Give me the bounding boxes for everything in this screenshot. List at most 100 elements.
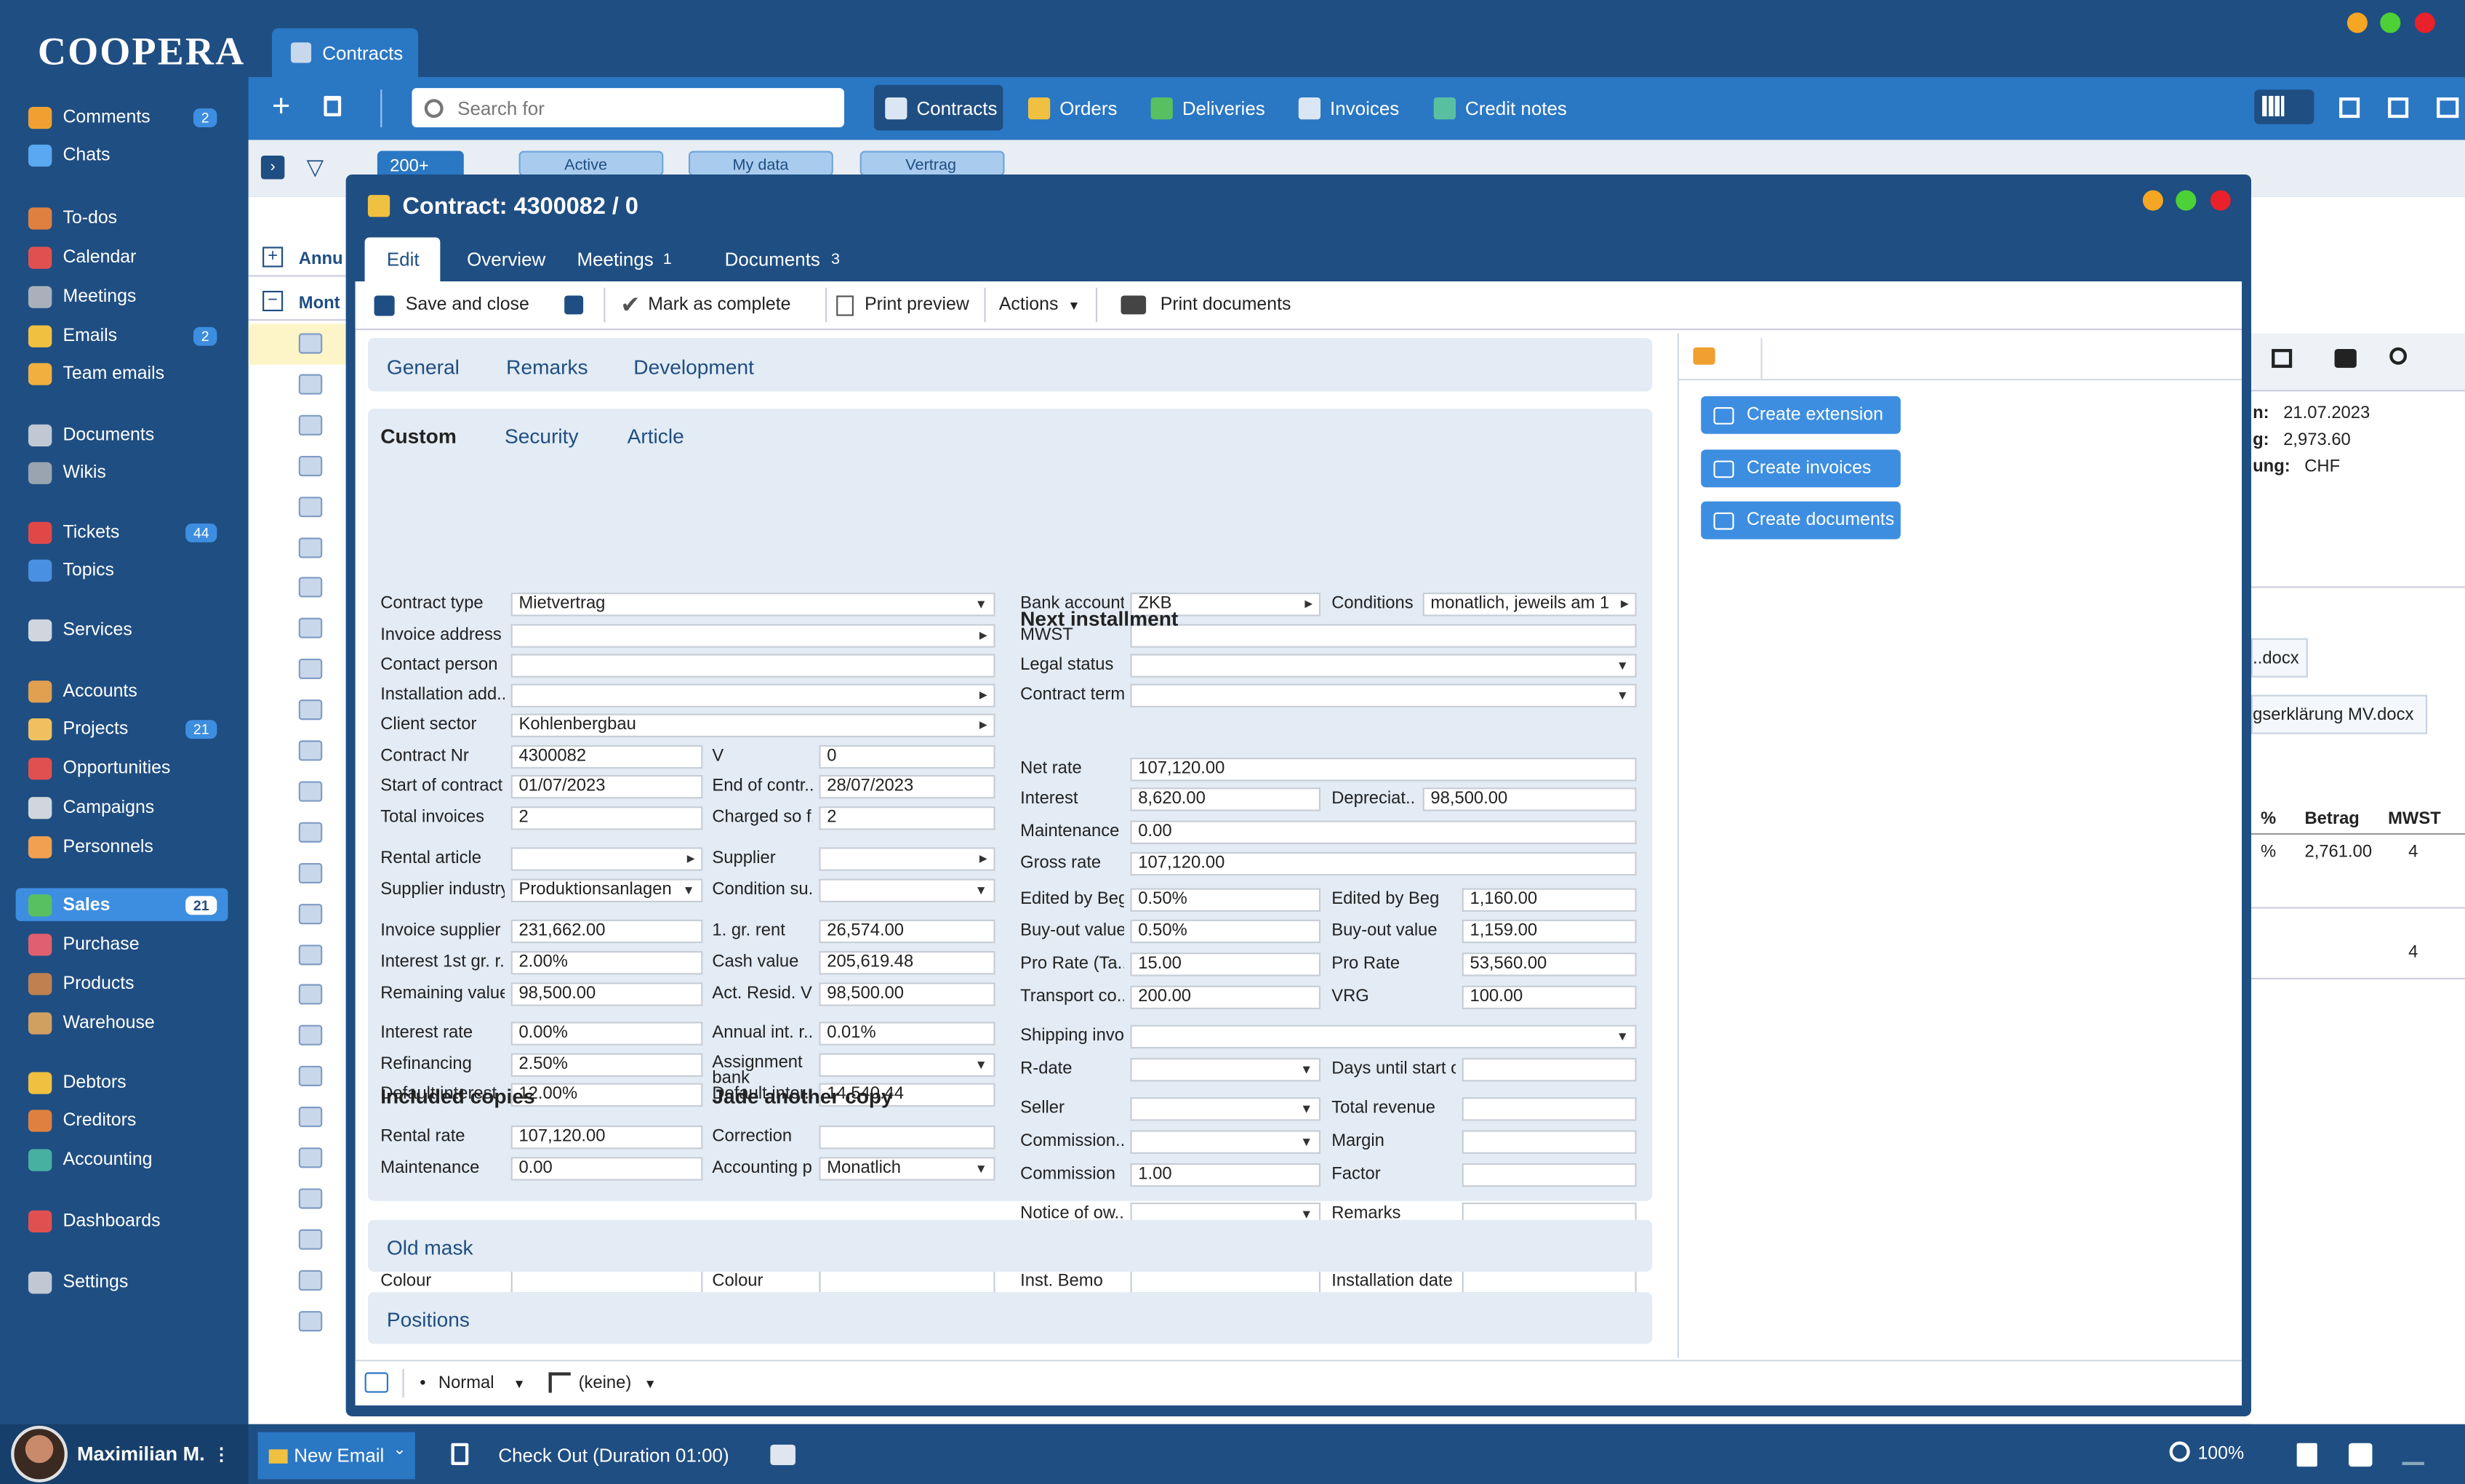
zoom-icon[interactable] [2169, 1441, 2190, 1462]
sidebar-item-debtors[interactable]: Debtors [16, 1066, 228, 1099]
contract-row-icon[interactable] [298, 659, 323, 680]
print-icon[interactable] [2334, 348, 2357, 368]
field-maintenance-l-input[interactable]: 0.00 [510, 1157, 703, 1181]
contract-row-icon[interactable] [298, 1147, 323, 1168]
field-transport-input[interactable]: 200.00 [1130, 985, 1321, 1010]
old-mask-section[interactable] [367, 1219, 1653, 1272]
field-cash-value-input[interactable]: 205,619.48 [819, 951, 995, 975]
module-credit-notes[interactable]: Credit notes [1433, 85, 1567, 131]
field-conditions-input[interactable]: monatlich, jeweils am 1 ▸ [1422, 593, 1637, 617]
contract-row-icon[interactable] [298, 781, 323, 802]
tab-custom[interactable]: Custom [380, 424, 457, 449]
tiles-icon[interactable] [2339, 97, 2360, 119]
new-email-button[interactable]: New Email [257, 1432, 415, 1480]
contract-row-icon[interactable] [298, 414, 323, 436]
field-gross-rate-input[interactable]: 107,120.00 [1130, 851, 1637, 876]
field-default-inter-input[interactable]: 14,540.44 [819, 1083, 995, 1107]
sidebar-item-accounts[interactable]: Accounts [16, 674, 228, 707]
actions-dropdown[interactable]: Actions ▼ [999, 295, 1081, 314]
contract-row-icon[interactable] [298, 618, 323, 639]
field-vrg-input[interactable]: 100.00 [1462, 985, 1637, 1010]
trash-icon[interactable] [2296, 1443, 2317, 1467]
contract-row-icon[interactable] [298, 333, 323, 354]
field-mwst-input[interactable] [1130, 624, 1637, 648]
field-accounting-p-select[interactable]: Monatlich ▼ [819, 1157, 995, 1181]
field-buyout1-input[interactable]: 0.50% [1130, 919, 1321, 944]
field-start-input[interactable]: 01/07/2023 [510, 774, 703, 799]
field-assignment-bank-select[interactable]: ▼ [819, 1053, 995, 1077]
sidebar-item-accounting[interactable]: Accounting [16, 1143, 228, 1176]
comment-icon[interactable] [1693, 347, 1715, 365]
tab-contracts[interactable]: Contracts [272, 28, 419, 77]
create-invoices-button[interactable]: Create invoices [1701, 449, 1901, 488]
filter-icon[interactable]: ▽ [306, 153, 324, 180]
contract-row-icon[interactable] [298, 1310, 323, 1331]
checkout-status[interactable]: Check Out (Duration 01:00) [498, 1444, 729, 1467]
sidebar-item-documents[interactable]: Documents [16, 418, 228, 451]
field-refinancing-input[interactable]: 2.50% [510, 1053, 703, 1077]
field-seller-select[interactable]: ▼ [1130, 1097, 1321, 1121]
sidebar-item-projects[interactable]: Projects 21 [16, 712, 228, 745]
field-commission-dd-select[interactable]: ▼ [1130, 1130, 1321, 1154]
field-net-rate-input[interactable]: 107,120.00 [1130, 758, 1637, 782]
tab-edit[interactable]: Edit [386, 248, 420, 270]
contract-row-icon[interactable] [298, 944, 323, 965]
tab-meetings[interactable]: Meetings 1 [577, 237, 671, 281]
filter-chip-my-data[interactable]: My data [688, 151, 833, 177]
close-dot[interactable] [2414, 12, 2435, 33]
group-row-annual[interactable]: + Annu [248, 239, 346, 277]
field-bank-account-input[interactable]: ZKB ▸ [1130, 593, 1321, 617]
field-default-interest-input[interactable]: 12.00% [510, 1083, 703, 1107]
field-total-revenue-input[interactable] [1462, 1097, 1637, 1121]
field-colour2-input[interactable] [819, 1270, 995, 1294]
sidebar-item-campaigns[interactable]: Campaigns [16, 790, 228, 823]
field-interest-1st-input[interactable]: 2.00% [510, 951, 703, 975]
save-icon[interactable] [564, 295, 583, 315]
field-interest-rate-input[interactable]: 0.00% [510, 1022, 703, 1046]
dialog-minimize-dot[interactable] [2142, 190, 2163, 211]
sidebar-item-products[interactable]: Products [16, 967, 228, 1000]
old-mask-label[interactable]: Old mask [386, 1235, 473, 1259]
field-installation-date-input[interactable] [1462, 1270, 1637, 1294]
sidebar-item-to-dos[interactable]: To-dos [16, 201, 228, 234]
expand-panel-icon[interactable]: › [260, 156, 285, 180]
contract-row-icon[interactable] [298, 740, 323, 761]
field-legal-status-select[interactable]: ▼ [1130, 654, 1637, 678]
field-margin-input[interactable] [1462, 1130, 1637, 1154]
sidebar-item-dashboards[interactable]: Dashboards [16, 1204, 228, 1237]
tab-documents[interactable]: Documents 3 [725, 237, 840, 281]
sidebar-item-sales[interactable]: Sales 21 [15, 888, 228, 921]
tab-article[interactable]: Article [627, 424, 684, 449]
sidebar-item-purchase[interactable]: Purchase [16, 928, 228, 960]
contract-row-icon[interactable] [298, 374, 323, 395]
create-extension-button[interactable]: Create extension [1701, 396, 1901, 434]
field-end-input[interactable]: 28/07/2023 [819, 774, 995, 799]
tab-development[interactable]: Development [633, 355, 754, 380]
field-invoice-address-input[interactable]: ▸ [510, 624, 995, 648]
field-buyout2-input[interactable]: 1,159.00 [1462, 919, 1637, 944]
sidebar-item-emails[interactable]: Emails 2 [16, 319, 228, 352]
sidebar-item-meetings[interactable]: Meetings [16, 280, 228, 313]
field-pro-rate-input[interactable]: 53,560.00 [1462, 952, 1637, 976]
field-charged-input[interactable]: 2 [819, 806, 995, 830]
print-icon[interactable] [770, 1444, 795, 1465]
flag-dropdown[interactable]: (keine) ▼ [579, 1374, 657, 1393]
positions-label[interactable]: Positions [386, 1307, 470, 1332]
sidebar-item-personnels[interactable]: Personnels [16, 830, 228, 863]
field-depreciat-input[interactable]: 98,500.00 [1422, 787, 1637, 811]
contract-row-icon[interactable] [298, 1188, 323, 1209]
contract-row-icon[interactable] [298, 984, 323, 1006]
field-edited-beg2-input[interactable]: 1,160.00 [1462, 888, 1637, 912]
contract-row-icon[interactable] [298, 537, 323, 558]
sidebar-item-services[interactable]: Services [16, 613, 228, 646]
flag-icon[interactable] [548, 1372, 571, 1393]
zoom-level[interactable]: 100% [2197, 1444, 2245, 1464]
field-pro-rate-ta-input[interactable]: 15.00 [1130, 952, 1321, 976]
chevron-down-icon[interactable]: ⌄ [393, 1441, 406, 1459]
contract-row-icon[interactable] [298, 1025, 323, 1046]
field-rental-rate-input[interactable]: 107,120.00 [510, 1125, 703, 1150]
tab-remarks[interactable]: Remarks [506, 355, 588, 380]
add-icon[interactable]: + [272, 89, 291, 124]
contract-row-icon[interactable] [298, 862, 323, 883]
field-annual-int-input[interactable]: 0.01% [819, 1022, 995, 1046]
